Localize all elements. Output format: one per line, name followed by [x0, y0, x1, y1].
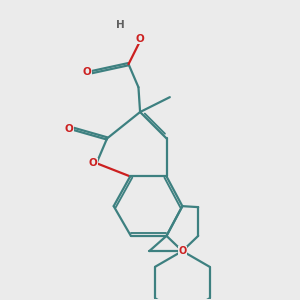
Text: H: H — [116, 20, 125, 29]
Text: O: O — [64, 124, 73, 134]
Text: O: O — [178, 246, 187, 256]
Text: O: O — [88, 158, 97, 168]
Text: O: O — [136, 34, 145, 44]
Text: O: O — [82, 68, 91, 77]
